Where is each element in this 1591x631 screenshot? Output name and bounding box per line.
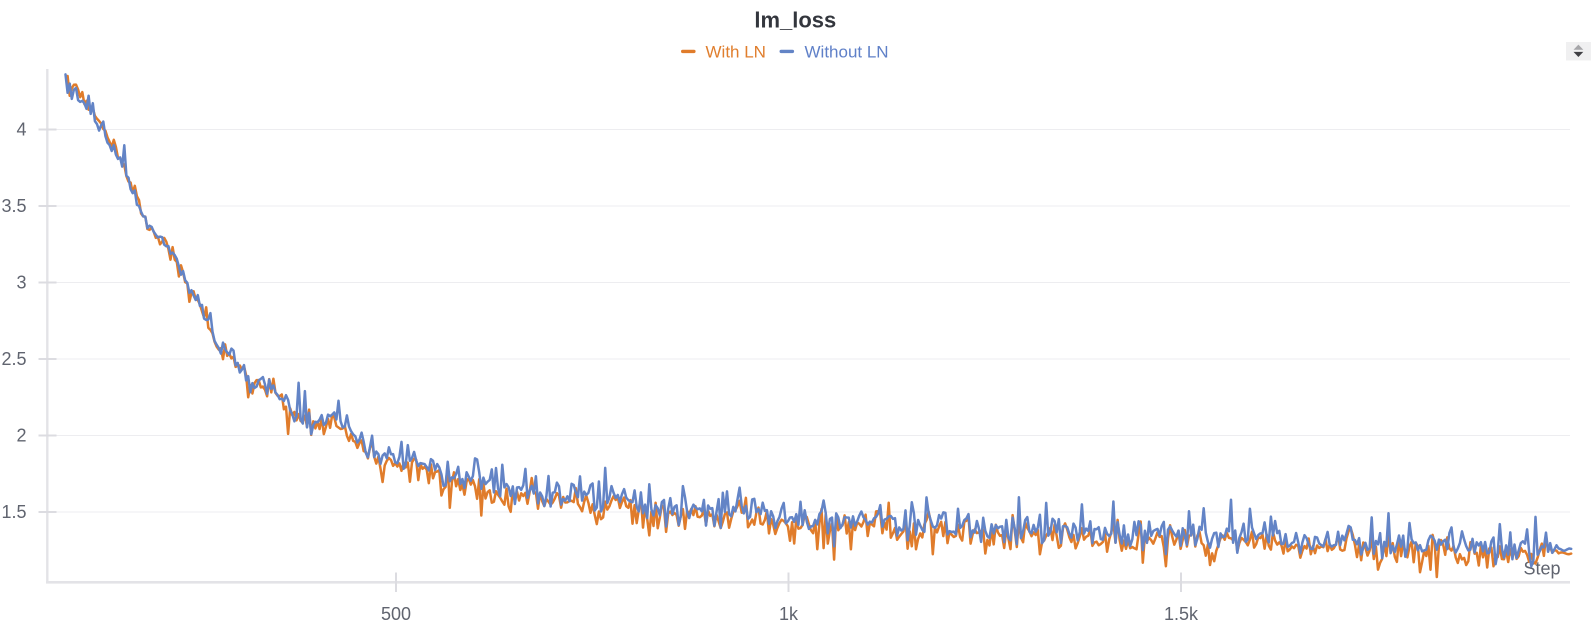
svg-text:1.5k: 1.5k xyxy=(1164,604,1199,624)
svg-text:1k: 1k xyxy=(779,604,799,624)
svg-text:1.5: 1.5 xyxy=(1,502,26,522)
svg-text:500: 500 xyxy=(381,604,411,624)
svg-text:2.5: 2.5 xyxy=(1,349,26,369)
svg-text:3: 3 xyxy=(16,273,26,293)
svg-text:2: 2 xyxy=(16,426,26,446)
svg-text:lm_loss: lm_loss xyxy=(754,8,836,33)
svg-text:4: 4 xyxy=(16,120,26,140)
svg-text:Without LN: Without LN xyxy=(805,43,889,62)
svg-text:3.5: 3.5 xyxy=(1,196,26,216)
svg-text:With LN: With LN xyxy=(706,43,766,62)
